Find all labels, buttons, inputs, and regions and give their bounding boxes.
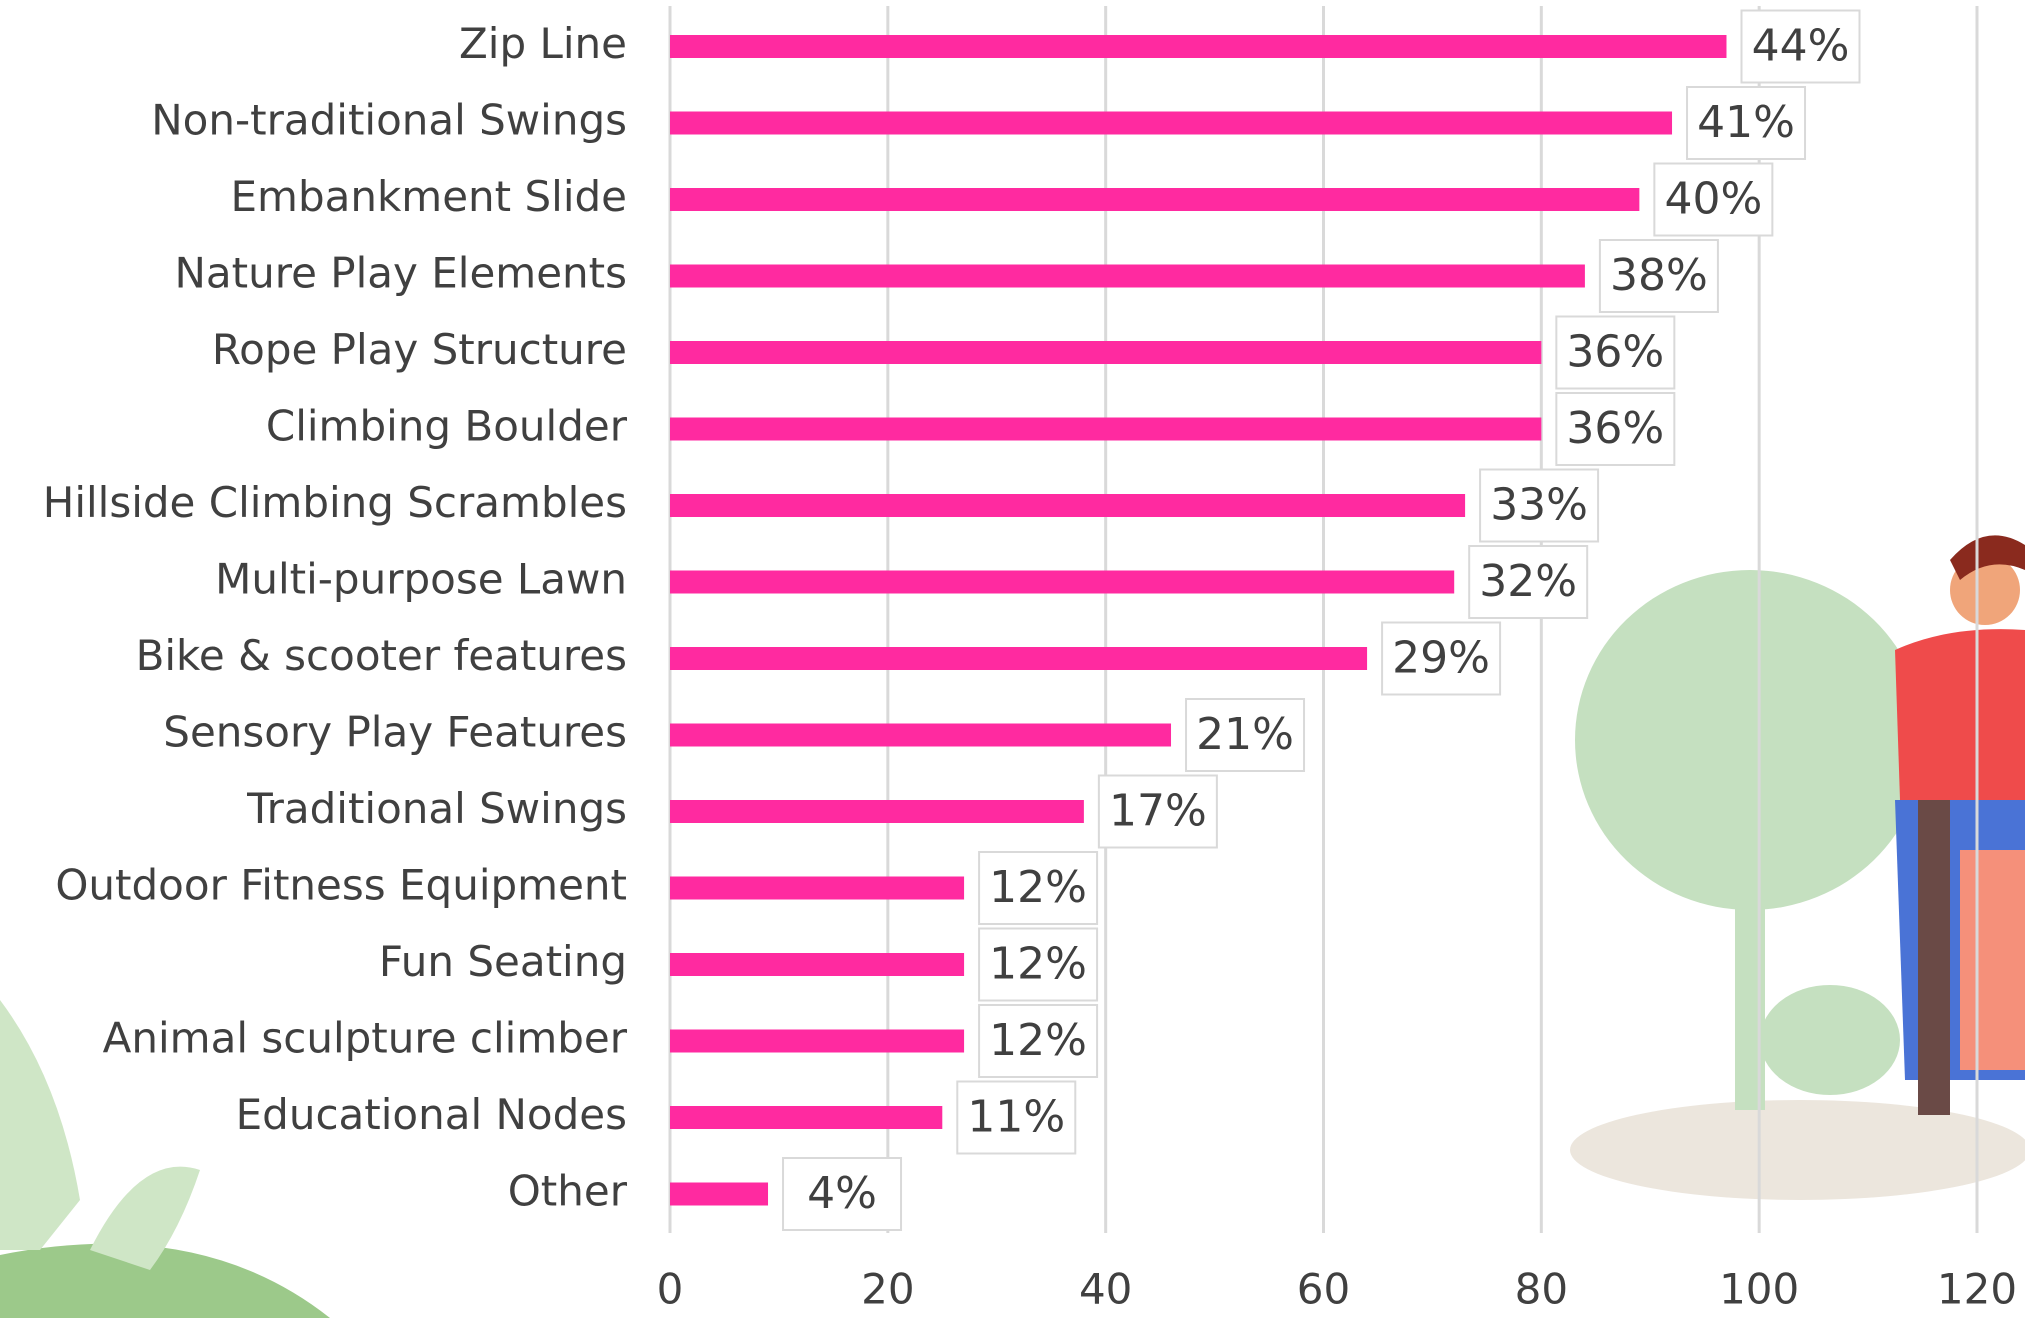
y-tick-label: Sensory Play Features <box>163 708 627 757</box>
bar <box>670 1106 943 1129</box>
value-label-box <box>1653 162 1774 237</box>
value-label: 29% <box>1392 633 1490 684</box>
value-label-box <box>978 851 1099 925</box>
value-label-box <box>1686 86 1807 160</box>
value-label-box <box>956 1080 1077 1155</box>
y-tick-label: Rope Play Structure <box>212 325 627 374</box>
value-label: 17% <box>1109 786 1207 837</box>
value-label-box <box>978 1004 1099 1078</box>
value-label: 38% <box>1610 250 1708 301</box>
value-label-box <box>978 927 1099 1002</box>
value-label: 40% <box>1664 174 1762 225</box>
bar <box>670 953 965 976</box>
y-tick-label: Climbing Boulder <box>266 402 628 451</box>
y-tick-label: Other <box>508 1167 628 1216</box>
bar <box>670 35 1727 58</box>
x-tick-label: 100 <box>1719 1265 1799 1314</box>
value-label: 33% <box>1490 480 1588 531</box>
bar <box>670 188 1640 211</box>
value-label: 12% <box>989 862 1087 913</box>
value-label-box <box>1468 545 1589 619</box>
value-label: 12% <box>989 1015 1087 1066</box>
value-label-box <box>1381 621 1502 696</box>
bar <box>670 264 1585 288</box>
y-tick-label: Educational Nodes <box>236 1090 627 1139</box>
value-label-box <box>1555 392 1676 466</box>
value-label: 21% <box>1196 709 1294 760</box>
y-tick-label: Bike & scooter features <box>136 631 627 680</box>
x-tick-label: 60 <box>1297 1265 1350 1314</box>
x-tick-label: 120 <box>1937 1265 2017 1314</box>
value-label-box <box>1598 239 1719 313</box>
value-label-box <box>1185 698 1306 772</box>
value-label: 36% <box>1566 403 1664 454</box>
y-tick-label: Zip Line <box>459 19 627 68</box>
value-label-box <box>782 1157 903 1231</box>
value-label: 32% <box>1479 556 1577 607</box>
y-tick-label: Nature Play Elements <box>175 249 627 298</box>
bar <box>670 723 1172 747</box>
bar <box>670 647 1368 670</box>
x-tick-label: 40 <box>1079 1265 1132 1314</box>
bar <box>670 876 965 900</box>
x-tick-label: 80 <box>1515 1265 1568 1314</box>
y-tick-label: Outdoor Fitness Equipment <box>55 861 627 910</box>
value-label: 36% <box>1566 327 1664 378</box>
y-tick-label: Traditional Swings <box>246 784 627 833</box>
decoration <box>0 535 2025 1318</box>
bar <box>670 800 1084 823</box>
y-tick-label: Hillside Climbing Scrambles <box>43 478 627 527</box>
y-tick-label: Multi-purpose Lawn <box>215 555 627 604</box>
value-label: 11% <box>967 1092 1065 1143</box>
bar <box>670 1182 769 1206</box>
y-tick-label: Animal sculpture climber <box>103 1014 628 1063</box>
value-label-box <box>1555 315 1676 390</box>
value-label: 41% <box>1697 97 1795 148</box>
value-label: 12% <box>989 939 1087 990</box>
x-tick-label: 0 <box>657 1265 684 1314</box>
y-tick-label: Embankment Slide <box>231 172 627 221</box>
y-tick-label: Fun Seating <box>379 937 627 986</box>
value-label: 4% <box>807 1168 877 1219</box>
bar <box>670 417 1542 441</box>
x-tick-label: 20 <box>861 1265 914 1314</box>
bar <box>670 570 1455 594</box>
bar <box>670 494 1466 517</box>
value-label-box <box>1740 9 1861 84</box>
y-tick-label: Non-traditional Swings <box>151 96 627 145</box>
bar <box>670 341 1542 364</box>
bar <box>670 1029 965 1053</box>
value-label: 44% <box>1752 21 1850 72</box>
bar <box>670 111 1673 135</box>
value-label-box <box>1097 774 1218 849</box>
value-label-box <box>1479 468 1600 543</box>
